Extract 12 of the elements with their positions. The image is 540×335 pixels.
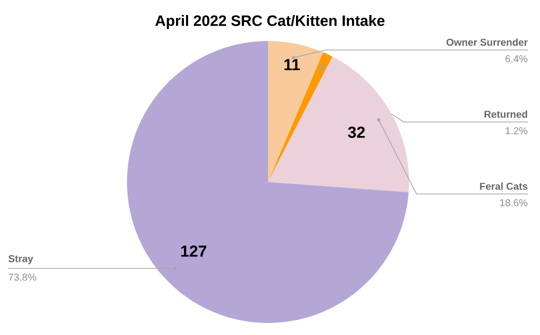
slice-label: Stray [8, 255, 34, 264]
text: 6.4% [506, 55, 528, 62]
text: 73.8% [8, 274, 36, 281]
slice-label: Owner Surrender [446, 38, 528, 46]
text: 18.6% [500, 199, 528, 206]
data-label: 11 [284, 59, 300, 70]
chart-title: April 2022 SRC Cat/Kitten Intake [155, 15, 384, 29]
slice-label: Returned [484, 110, 528, 118]
data-label: 32 [348, 126, 365, 138]
slice-label: Feral Cats [480, 182, 528, 190]
data-label: 127 [181, 246, 206, 257]
text: 1.2% [506, 127, 528, 134]
